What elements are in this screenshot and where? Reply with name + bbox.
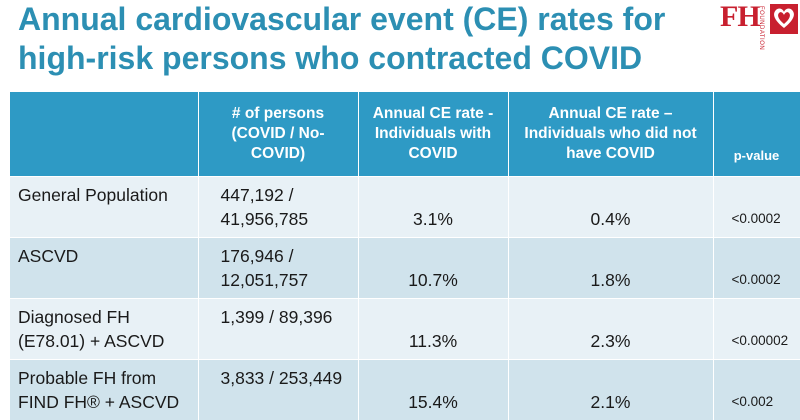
rate-no-covid-cell: 2.1%: [508, 358, 714, 420]
rate-covid-cell: 3.1%: [358, 175, 509, 237]
table-row: General Population 447,192 / 41,956,785 …: [10, 175, 800, 237]
group-cell: Probable FH from FIND FH® + ASCVD: [10, 358, 199, 420]
p-value-cell: <0.0002: [713, 236, 800, 298]
slide-title: Annual cardiovascular event (CE) rates f…: [18, 1, 666, 76]
table-row: Diagnosed FH (E78.01) + ASCVD 1,399 / 89…: [10, 297, 800, 359]
logo-text: FH: [720, 0, 761, 33]
persons-cell: 3,833 / 253,449: [198, 358, 359, 420]
header-rate-no-covid: Annual CE rate – Individuals who did not…: [508, 92, 714, 176]
rate-no-covid-cell: 0.4%: [508, 175, 714, 237]
table-header-row: # of persons (COVID / No-COVID) Annual C…: [10, 92, 800, 176]
group-cell: Diagnosed FH (E78.01) + ASCVD: [10, 297, 199, 359]
p-value-cell: <0.002: [713, 358, 800, 420]
rate-no-covid-cell: 2.3%: [508, 297, 714, 359]
header-group: [10, 92, 199, 176]
persons-cell: 1,399 / 89,396: [198, 297, 359, 359]
header-rate-covid: Annual CE rate - Individuals with COVID: [358, 92, 509, 176]
p-value-cell: <0.00002: [713, 297, 800, 359]
table-row: Probable FH from FIND FH® + ASCVD 3,833 …: [10, 358, 800, 420]
rate-no-covid-cell: 1.8%: [508, 236, 714, 298]
fh-foundation-logo: FH FOUNDATION: [720, 0, 800, 50]
header-persons: # of persons (COVID / No-COVID): [198, 92, 359, 176]
persons-cell: 176,946 / 12,051,757: [198, 236, 359, 298]
group-cell: ASCVD: [10, 236, 199, 298]
p-value-cell: <0.0002: [713, 175, 800, 237]
persons-cell: 447,192 / 41,956,785: [198, 175, 359, 237]
table-row: ASCVD 176,946 / 12,051,757 10.7% 1.8% <0…: [10, 236, 800, 298]
rate-covid-cell: 15.4%: [358, 358, 509, 420]
ce-rates-table: # of persons (COVID / No-COVID) Annual C…: [10, 92, 800, 420]
group-cell: General Population: [10, 175, 199, 237]
logo-subtext: FOUNDATION: [758, 6, 764, 51]
header-p-value: p-value: [713, 92, 800, 176]
rate-covid-cell: 11.3%: [358, 297, 509, 359]
rate-covid-cell: 10.7%: [358, 236, 509, 298]
heart-logo-icon: [770, 4, 798, 34]
